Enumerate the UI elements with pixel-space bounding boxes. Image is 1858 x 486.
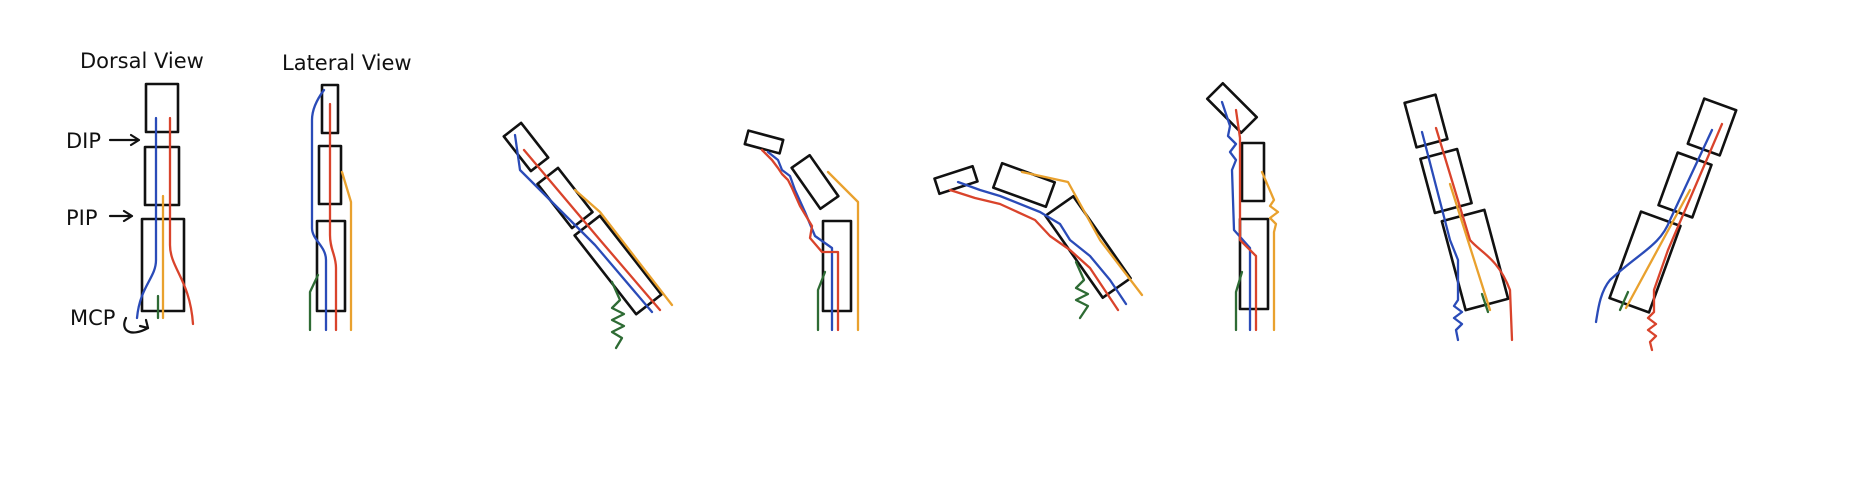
pose-3-figure xyxy=(502,121,674,350)
red-tendon xyxy=(1434,126,1514,342)
middle-phalanx xyxy=(1240,141,1266,203)
pose-4-figure xyxy=(743,129,860,332)
orange-tendon xyxy=(340,170,353,332)
mcp-arrow xyxy=(123,316,150,334)
distal-phalanx xyxy=(502,121,550,173)
dorsal-view-title: Dorsal View xyxy=(80,49,204,73)
red-tendon xyxy=(328,102,338,332)
blue-tendon xyxy=(1420,130,1464,342)
middle-phalanx xyxy=(790,153,840,211)
green-tendon xyxy=(1234,270,1244,332)
orange-tendon xyxy=(573,188,674,307)
lateral-view-title: Lateral View xyxy=(282,51,412,75)
lateral-view-figure xyxy=(308,83,353,332)
proximal-phalanx xyxy=(1238,217,1270,311)
mcp-label: MCP xyxy=(70,306,115,330)
dip-arrow xyxy=(108,133,141,147)
red-tendon xyxy=(168,116,195,326)
green-tendon xyxy=(1480,292,1490,314)
green-tendon xyxy=(816,270,827,332)
pose-7-figure xyxy=(1403,93,1514,342)
pip-label: PIP xyxy=(66,206,98,230)
pip-arrow xyxy=(108,209,134,223)
red-tendon xyxy=(948,188,1120,312)
dorsal-view-figure xyxy=(135,82,195,326)
blue-tendon xyxy=(310,88,328,332)
blue-tendon xyxy=(513,133,654,314)
green-tendon xyxy=(1074,260,1090,320)
orange-tendon xyxy=(1020,170,1144,297)
proximal-phalanx xyxy=(573,214,663,316)
pose-6-figure xyxy=(1205,81,1280,332)
dip-label: DIP xyxy=(66,129,101,153)
blue-tendon xyxy=(766,150,834,332)
distal-phalanx xyxy=(144,82,180,134)
blue-tendon xyxy=(135,116,158,320)
pose-5-figure xyxy=(933,161,1144,320)
blue-tendon xyxy=(1220,100,1252,332)
proximal-phalanx xyxy=(1608,210,1682,314)
red-tendon xyxy=(1234,108,1258,332)
middle-phalanx xyxy=(1657,151,1713,219)
blue-tendon xyxy=(1594,128,1714,324)
orange-tendon xyxy=(1448,182,1492,312)
distal-phalanx xyxy=(1205,81,1259,135)
green-tendon xyxy=(308,273,320,332)
distal-phalanx xyxy=(933,164,979,196)
pose-8-figure xyxy=(1594,97,1738,352)
orange-tendon xyxy=(1260,170,1280,332)
red-tendon xyxy=(1646,122,1724,352)
middle-phalanx xyxy=(991,161,1057,209)
blue-tendon xyxy=(956,180,1128,306)
proximal-phalanx xyxy=(1044,194,1132,300)
orange-tendon xyxy=(1624,188,1692,310)
green-tendon xyxy=(610,280,626,350)
red-tendon xyxy=(522,148,662,312)
green-tendon xyxy=(1618,290,1630,312)
middle-phalanx xyxy=(1419,147,1473,215)
red-tendon xyxy=(760,148,840,332)
orange-tendon xyxy=(826,170,860,332)
distal-phalanx xyxy=(743,129,785,155)
distal-phalanx xyxy=(1403,93,1449,149)
